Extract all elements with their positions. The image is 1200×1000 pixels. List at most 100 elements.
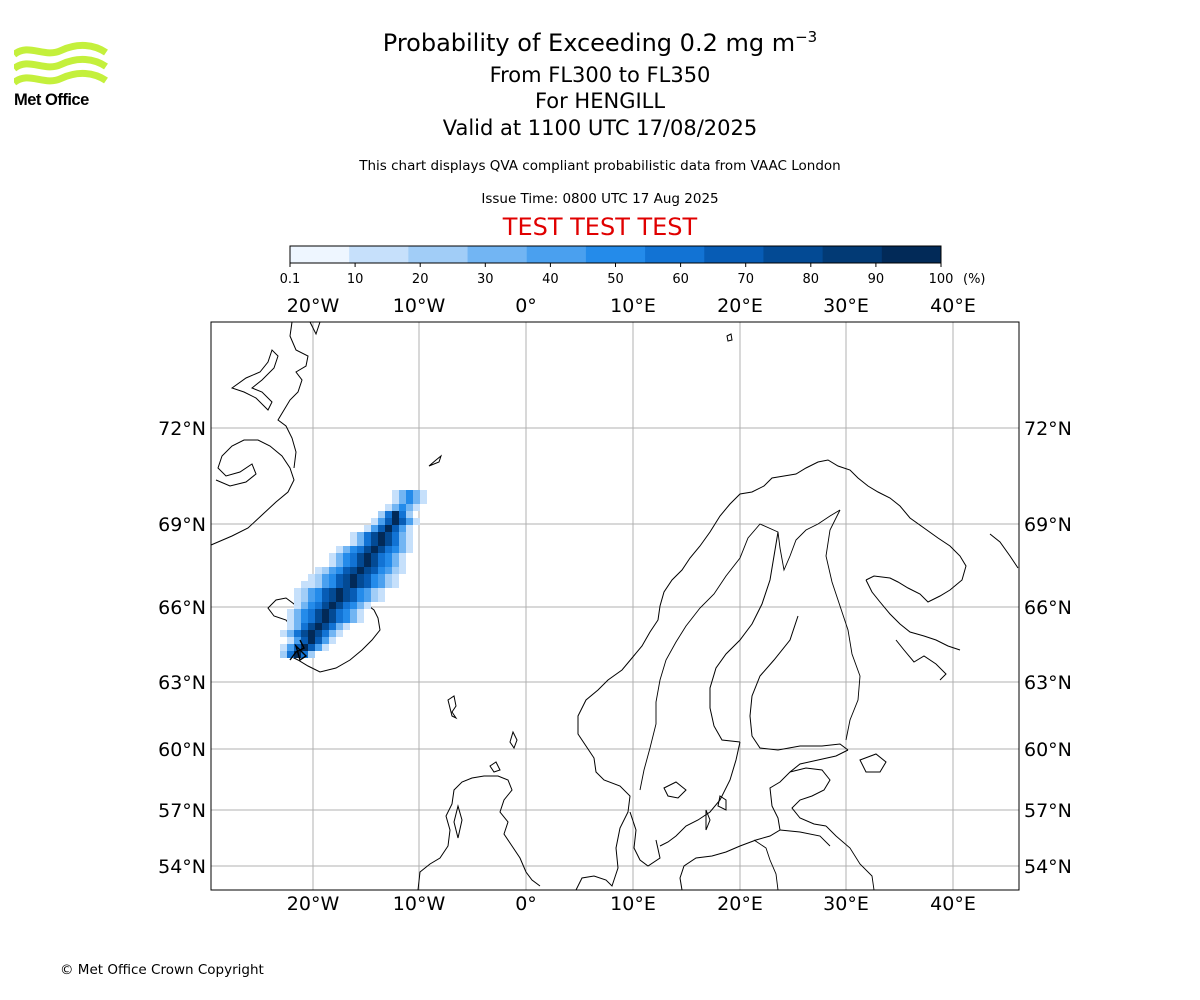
plume-cell	[392, 518, 399, 525]
plume-cell	[371, 553, 378, 560]
plume-cell	[357, 539, 364, 546]
plume-cell	[357, 602, 364, 609]
plume-cell	[350, 574, 357, 581]
colorbar-swatch	[585, 246, 646, 263]
plume-cell	[350, 602, 357, 609]
plume-cell	[343, 574, 350, 581]
plume-cell	[385, 581, 392, 588]
colorbar-swatch	[408, 246, 469, 263]
source-note: This chart displays QVA compliant probab…	[359, 158, 841, 174]
colorbar-swatch	[704, 246, 764, 263]
plume-cell	[308, 651, 315, 658]
plume-cell	[294, 588, 301, 595]
denmark-coast	[629, 811, 661, 867]
plume-cell	[315, 581, 322, 588]
latitude-label-left: 72°N	[158, 418, 206, 440]
flight-level-range: From FL300 to FL350	[489, 63, 711, 87]
greenland-coast	[230, 349, 279, 411]
plume-cell	[315, 588, 322, 595]
plume-cell	[322, 609, 329, 616]
plume-cell	[378, 595, 385, 602]
plume-cell	[343, 560, 350, 567]
plume-cell	[336, 623, 343, 630]
plume-cell	[336, 630, 343, 637]
plume-cell	[399, 518, 406, 525]
latvia-lithuania-border	[779, 829, 831, 847]
plume-cell	[322, 588, 329, 595]
test-banner: TEST TEST TEST	[502, 213, 698, 241]
plume-cell	[350, 609, 357, 616]
longitude-label-top: 40°E	[930, 295, 976, 317]
colorbar-swatch	[526, 246, 587, 263]
plume-cell	[371, 560, 378, 567]
longitude-label-top: 0°	[515, 295, 537, 317]
colorbar-tick-label: 60	[672, 272, 689, 287]
latitude-label-left: 60°N	[158, 739, 206, 761]
plume-cell	[371, 525, 378, 532]
longitude-label-bottom: 20°E	[717, 893, 763, 915]
plume-cell	[378, 525, 385, 532]
latitude-label-right: 72°N	[1024, 418, 1072, 440]
colorbar-swatch	[349, 246, 409, 263]
longitude-label-bottom: 20°W	[287, 893, 340, 915]
plume-cell	[329, 595, 336, 602]
plume-cell	[329, 602, 336, 609]
map-frame	[210, 321, 1020, 891]
latitude-label-right: 66°N	[1024, 597, 1072, 619]
plume-cell	[371, 546, 378, 553]
plume-cell	[378, 546, 385, 553]
plume-cell	[406, 511, 413, 518]
graticule	[211, 322, 1019, 890]
plume-cell	[392, 581, 399, 588]
plume-cell	[287, 637, 294, 644]
plume-cell	[350, 546, 357, 553]
plume-cell	[378, 567, 385, 574]
greenland-coast	[277, 321, 309, 469]
logo-text: Met Office	[14, 91, 89, 109]
issue-time: Issue Time: 0800 UTC 17 Aug 2025	[481, 191, 719, 207]
plume-cell	[322, 637, 329, 644]
plume-cell	[364, 581, 371, 588]
plume-cell	[322, 574, 329, 581]
colorbar-unit: (%)	[963, 272, 986, 287]
plume-cell	[385, 518, 392, 525]
plume-cell	[280, 630, 287, 637]
plume-cell	[350, 581, 357, 588]
plume-cell	[406, 490, 413, 497]
plume-cell	[322, 644, 329, 651]
plume-cell	[357, 574, 364, 581]
plume-cell	[392, 490, 399, 497]
longitude-label-top: 10°W	[393, 295, 446, 317]
plume-cell	[406, 539, 413, 546]
plume-cell	[364, 539, 371, 546]
plume-cell	[350, 539, 357, 546]
plume-cell	[399, 490, 406, 497]
plume-cell	[315, 623, 322, 630]
title-text: Probability of Exceeding 0.2 mg m	[382, 29, 796, 57]
sweden-baltic-coast	[659, 741, 741, 847]
plume-cell	[364, 553, 371, 560]
plume-cell	[357, 588, 364, 595]
longitude-label-bottom: 0°	[515, 893, 537, 915]
plume-cell	[350, 616, 357, 623]
plume-cell	[322, 602, 329, 609]
plume-cell	[364, 595, 371, 602]
plume-cell	[357, 616, 364, 623]
plume-cell	[385, 525, 392, 532]
plume-cell	[308, 602, 315, 609]
plume-cell	[350, 595, 357, 602]
scotland-coast	[417, 775, 541, 891]
plume-cell	[294, 651, 301, 658]
plume-cell	[294, 623, 301, 630]
poland-border	[753, 839, 779, 891]
plume-cell	[308, 595, 315, 602]
plume-cell	[406, 504, 413, 511]
plume-cell	[399, 546, 406, 553]
plume-cell	[385, 511, 392, 518]
plume-cell	[371, 588, 378, 595]
plume-cell	[301, 609, 308, 616]
plume-cell	[385, 539, 392, 546]
plume-cell	[315, 609, 322, 616]
colorbar-swatch	[881, 246, 942, 263]
